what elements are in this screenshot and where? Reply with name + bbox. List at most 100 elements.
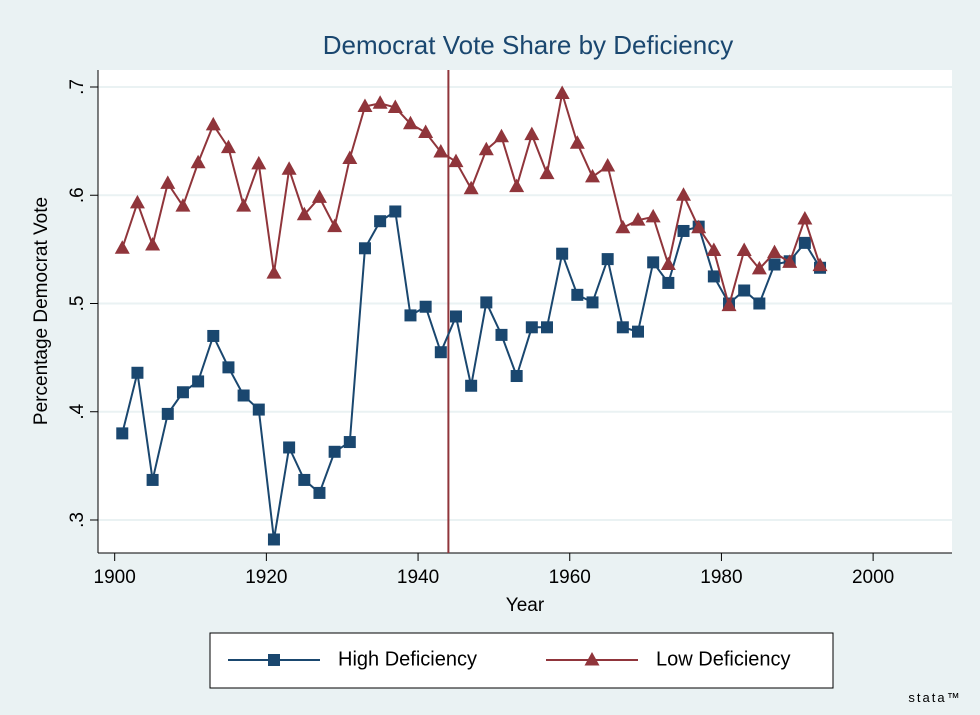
marker [131,366,144,379]
marker [283,441,296,454]
marker [616,321,629,334]
marker [585,168,601,183]
marker [797,211,813,225]
marker [707,270,720,283]
marker [767,244,783,259]
x-tick-label: 1920 [245,567,287,588]
marker [768,258,781,271]
y-tick-label: .6 [67,187,88,203]
marker [677,224,690,237]
marker [632,325,645,338]
marker [327,218,343,233]
marker [145,237,161,251]
marker [402,115,418,130]
marker [372,95,388,109]
marker [205,116,221,131]
y-tick-label: .3 [67,512,88,528]
marker [175,198,191,212]
y-tick-label: .4 [67,403,88,419]
marker [630,212,646,226]
y-tick-label: .7 [67,79,88,95]
x-tick-label: 1940 [397,567,439,588]
marker [116,427,129,440]
marker [161,407,174,420]
marker [571,288,584,301]
marker [539,165,555,180]
marker [676,187,692,201]
marker [615,219,631,234]
marker [510,370,523,383]
marker [387,99,403,114]
marker [493,128,509,143]
marker [647,256,660,269]
marker [525,321,538,334]
marker [418,124,434,138]
marker [358,242,371,255]
marker [342,150,358,164]
watermark: stata™ [908,690,961,705]
marker [192,375,205,388]
marker [480,296,493,309]
marker [190,154,206,169]
marker [554,85,570,99]
marker [569,135,585,149]
marker [114,240,130,254]
legend-label: Low Deficiency [656,648,791,670]
marker [296,206,312,221]
marker [509,178,525,193]
y-axis-label: Percentage Democrat Vote [31,197,52,425]
marker [313,486,326,499]
marker [220,139,236,154]
marker [601,253,614,266]
marker [357,98,373,112]
legend-label: High Deficiency [338,648,477,670]
marker [129,194,145,209]
x-tick-label: 2000 [852,567,894,588]
marker [176,386,189,399]
marker [252,403,265,416]
x-tick-label: 1900 [94,567,136,588]
marker [782,254,798,268]
marker [449,310,462,323]
marker [266,265,282,279]
marker [434,346,447,359]
marker [706,242,722,256]
marker [433,143,449,158]
marker [495,328,508,341]
marker [524,126,540,141]
chart-title: Democrat Vote Share by Deficiency [323,30,733,60]
marker [586,296,599,309]
x-tick-label: 1980 [700,567,742,588]
marker [328,445,341,458]
marker [540,321,553,334]
marker [448,153,464,168]
marker [812,257,828,272]
marker [798,236,811,249]
marker [146,473,159,486]
x-tick-label: 1960 [549,567,591,588]
marker [721,297,737,312]
marker [160,175,176,189]
marker [298,473,311,486]
marker [463,180,479,195]
marker [478,141,494,156]
marker [584,652,600,666]
marker [419,300,432,313]
marker [751,260,767,275]
marker [662,276,675,289]
marker [389,205,402,218]
marker [281,161,297,175]
marker [267,533,280,546]
marker [556,247,569,260]
marker [311,189,327,203]
marker [374,215,387,228]
plot-area [98,70,952,553]
marker [268,654,280,666]
marker [343,436,356,449]
marker [404,309,417,322]
marker [222,361,235,374]
y-tick-label: .5 [67,296,88,312]
marker [251,155,267,170]
x-axis-label: Year [506,595,545,616]
